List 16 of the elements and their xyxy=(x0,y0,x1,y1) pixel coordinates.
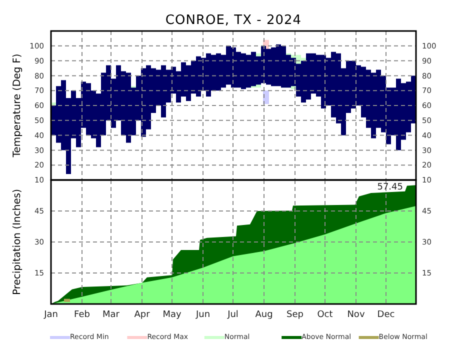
x-tick-label: Jan xyxy=(43,310,58,320)
chart-title: CONROE, TX - 2024 xyxy=(165,13,302,28)
x-tick-label: Sep xyxy=(286,310,304,320)
x-tick-label: Dec xyxy=(377,310,395,320)
y-axis-title: Temperature (Deg F) xyxy=(12,54,23,158)
x-tick-label: Apr xyxy=(134,310,150,320)
x-tick-label: Aug xyxy=(255,310,273,320)
x-tick-label: Mar xyxy=(102,310,120,320)
x-tick-label: Oct xyxy=(317,310,334,320)
annotation: 57.45 xyxy=(377,182,403,192)
x-tick-label: Feb xyxy=(74,310,90,320)
x-tick-label: Jul xyxy=(226,310,238,320)
x-tick-label: Jun xyxy=(194,310,210,320)
x-tick-label: Nov xyxy=(347,310,366,320)
y-axis-title: Precipitation (Inches) xyxy=(12,188,23,295)
x-tick-label: May xyxy=(162,310,182,320)
